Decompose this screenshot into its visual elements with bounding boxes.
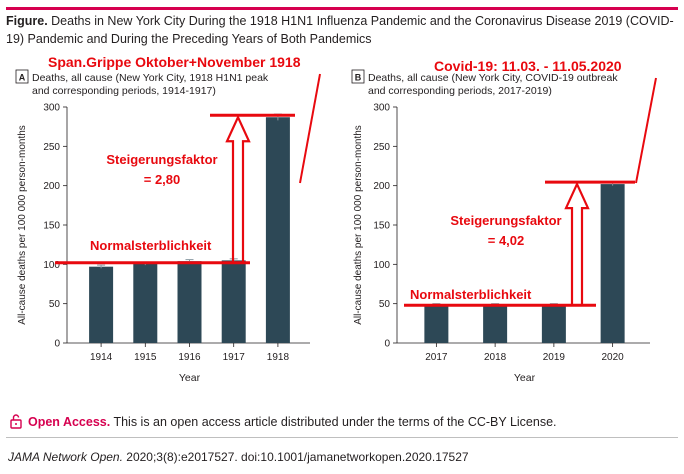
x-tick-label: 2017 <box>425 352 448 363</box>
x-tick-label: 1916 <box>178 352 201 363</box>
y-tick-label: 100 <box>373 260 390 271</box>
factor-value: = 2,80 <box>144 172 181 187</box>
figure-title-text: Deaths in New York City During the 1918 … <box>6 14 674 46</box>
footer-divider <box>6 437 678 438</box>
y-tick-label: 0 <box>384 339 390 350</box>
x-tick-label: 1918 <box>267 352 290 363</box>
bar <box>483 304 508 343</box>
open-access-text: This is an open access article distribut… <box>113 415 557 429</box>
y-axis-label: All-cause deaths per 100 000 person-mont… <box>17 125 28 325</box>
citation-text: 2020;3(8):e2017527. doi:10.1001/jamanetw… <box>126 450 469 464</box>
bar <box>265 117 290 343</box>
bar <box>424 304 449 343</box>
callout-line <box>299 73 321 184</box>
open-access-row: Open Access. This is an open access arti… <box>10 414 557 432</box>
figure-title: Figure. Deaths in New York City During t… <box>6 12 678 48</box>
x-axis-label: Year <box>514 372 536 384</box>
panel-letter-box <box>15 69 29 84</box>
x-tick-label: 1917 <box>223 352 246 363</box>
figure-label: Figure. <box>6 14 48 28</box>
top-rule <box>6 7 678 10</box>
bar <box>221 260 246 343</box>
x-tick-label: 1914 <box>90 352 113 363</box>
callout-line <box>635 77 657 184</box>
x-tick-label: 1915 <box>134 352 157 363</box>
baseline-label: Normalsterblichkeit <box>410 287 532 302</box>
panel-letter-box <box>351 69 365 84</box>
y-tick-label: 300 <box>373 103 390 114</box>
bar <box>600 184 625 343</box>
bar <box>541 304 566 343</box>
bar <box>133 263 158 343</box>
top-annotation: Span.Grippe Oktober+November 1918 <box>48 54 301 70</box>
increase-arrow <box>225 114 251 263</box>
y-tick-label: 150 <box>373 221 390 232</box>
baseline-label: Normalsterblichkeit <box>90 238 212 253</box>
panel-title-line: Deaths, all cause (New York City, COVID-… <box>368 72 618 84</box>
y-tick-label: 250 <box>373 142 390 153</box>
factor-label: Steigerungsfaktor <box>106 152 217 167</box>
open-lock-icon <box>10 414 22 432</box>
panel-title-line: and corresponding periods, 1914-1917) <box>32 85 216 97</box>
x-tick-label: 2019 <box>543 352 566 363</box>
open-access-link[interactable]: Open Access. <box>28 415 111 429</box>
y-tick-label: 250 <box>43 142 60 153</box>
citation: JAMA Network Open. 2020;3(8):e2017527. d… <box>8 450 469 464</box>
increase-arrow <box>564 181 590 306</box>
y-tick-label: 100 <box>43 260 60 271</box>
panel-letter: A <box>19 73 26 83</box>
x-axis-label: Year <box>179 372 201 384</box>
panel-title-line: Deaths, all cause (New York City, 1918 H… <box>32 72 269 84</box>
y-tick-label: 150 <box>43 221 60 232</box>
journal-name: JAMA Network Open. <box>8 450 123 464</box>
top-annotation: Covid-19: 11.03. - 11.05.2020 <box>434 58 622 74</box>
y-tick-label: 200 <box>373 181 390 192</box>
y-tick-label: 300 <box>43 103 60 114</box>
panel-letter: B <box>355 73 362 83</box>
y-tick-label: 50 <box>379 299 391 310</box>
y-tick-label: 0 <box>54 339 60 350</box>
factor-label: Steigerungsfaktor <box>450 213 561 228</box>
x-tick-label: 2018 <box>484 352 507 363</box>
y-axis-label: All-cause deaths per 100 000 person-mont… <box>353 125 364 325</box>
factor-value: = 4,02 <box>488 233 525 248</box>
bar <box>177 261 202 343</box>
panel-title-line: and corresponding periods, 2017-2019) <box>368 85 552 97</box>
x-tick-label: 2020 <box>602 352 625 363</box>
y-tick-label: 50 <box>49 299 61 310</box>
y-tick-label: 200 <box>43 181 60 192</box>
bar <box>89 266 114 343</box>
